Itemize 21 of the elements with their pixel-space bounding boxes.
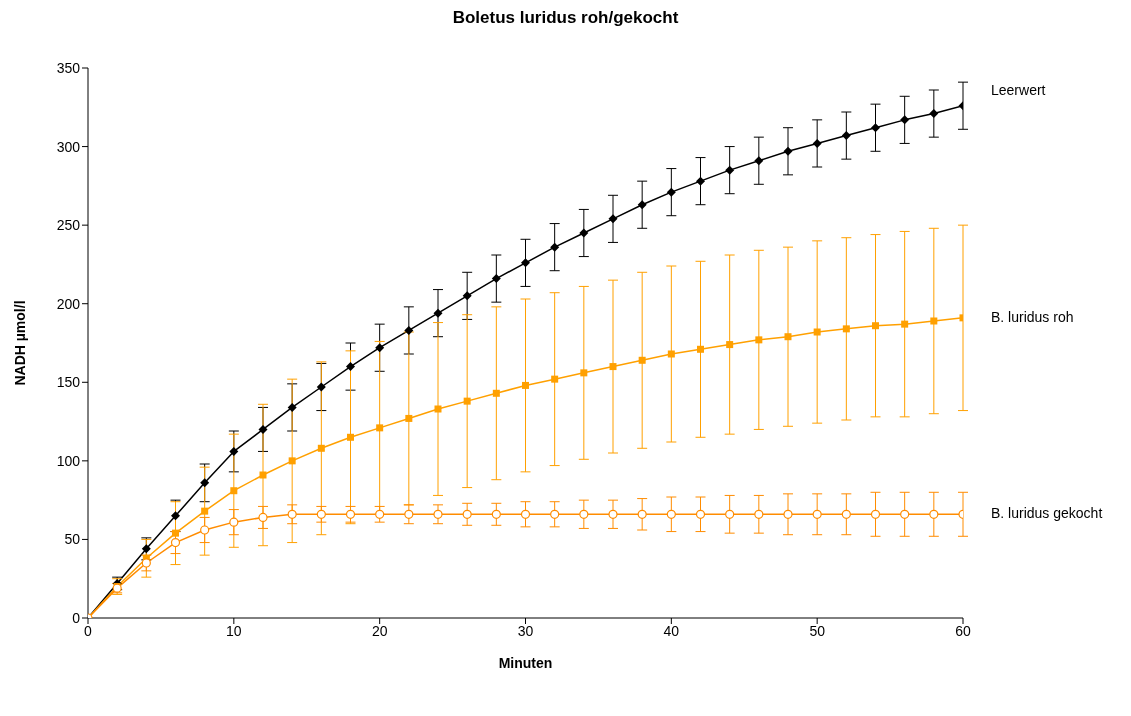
series-label: Leerwert — [991, 82, 1046, 99]
y-tick-label: 150 — [56, 374, 81, 391]
y-tick-label: 300 — [56, 138, 81, 155]
x-tick-label: 30 — [517, 622, 534, 639]
y-tick-label: 200 — [56, 295, 81, 312]
x-tick-label: 50 — [809, 622, 826, 639]
y-tick-label: 100 — [56, 452, 81, 469]
y-tick-label: 250 — [56, 217, 81, 234]
chart-title: Boletus luridus roh/gekocht — [451, 8, 680, 28]
x-tick-label: 40 — [663, 622, 680, 639]
x-tick-label: 20 — [371, 622, 388, 639]
x-tick-label: 0 — [84, 622, 93, 639]
x-tick-label: 10 — [226, 622, 242, 639]
series-label: B. luridus roh — [991, 308, 1074, 325]
y-tick-label: 0 — [72, 609, 81, 626]
x-tick-label: 60 — [955, 622, 971, 639]
y-axis-title: NADH µmol/l — [11, 300, 28, 386]
y-tick-label: 350 — [56, 59, 81, 76]
x-axis-title: Minuten — [498, 655, 553, 671]
series-label: B. luridus gekocht — [991, 504, 1103, 521]
y-tick-label: 50 — [64, 531, 81, 548]
